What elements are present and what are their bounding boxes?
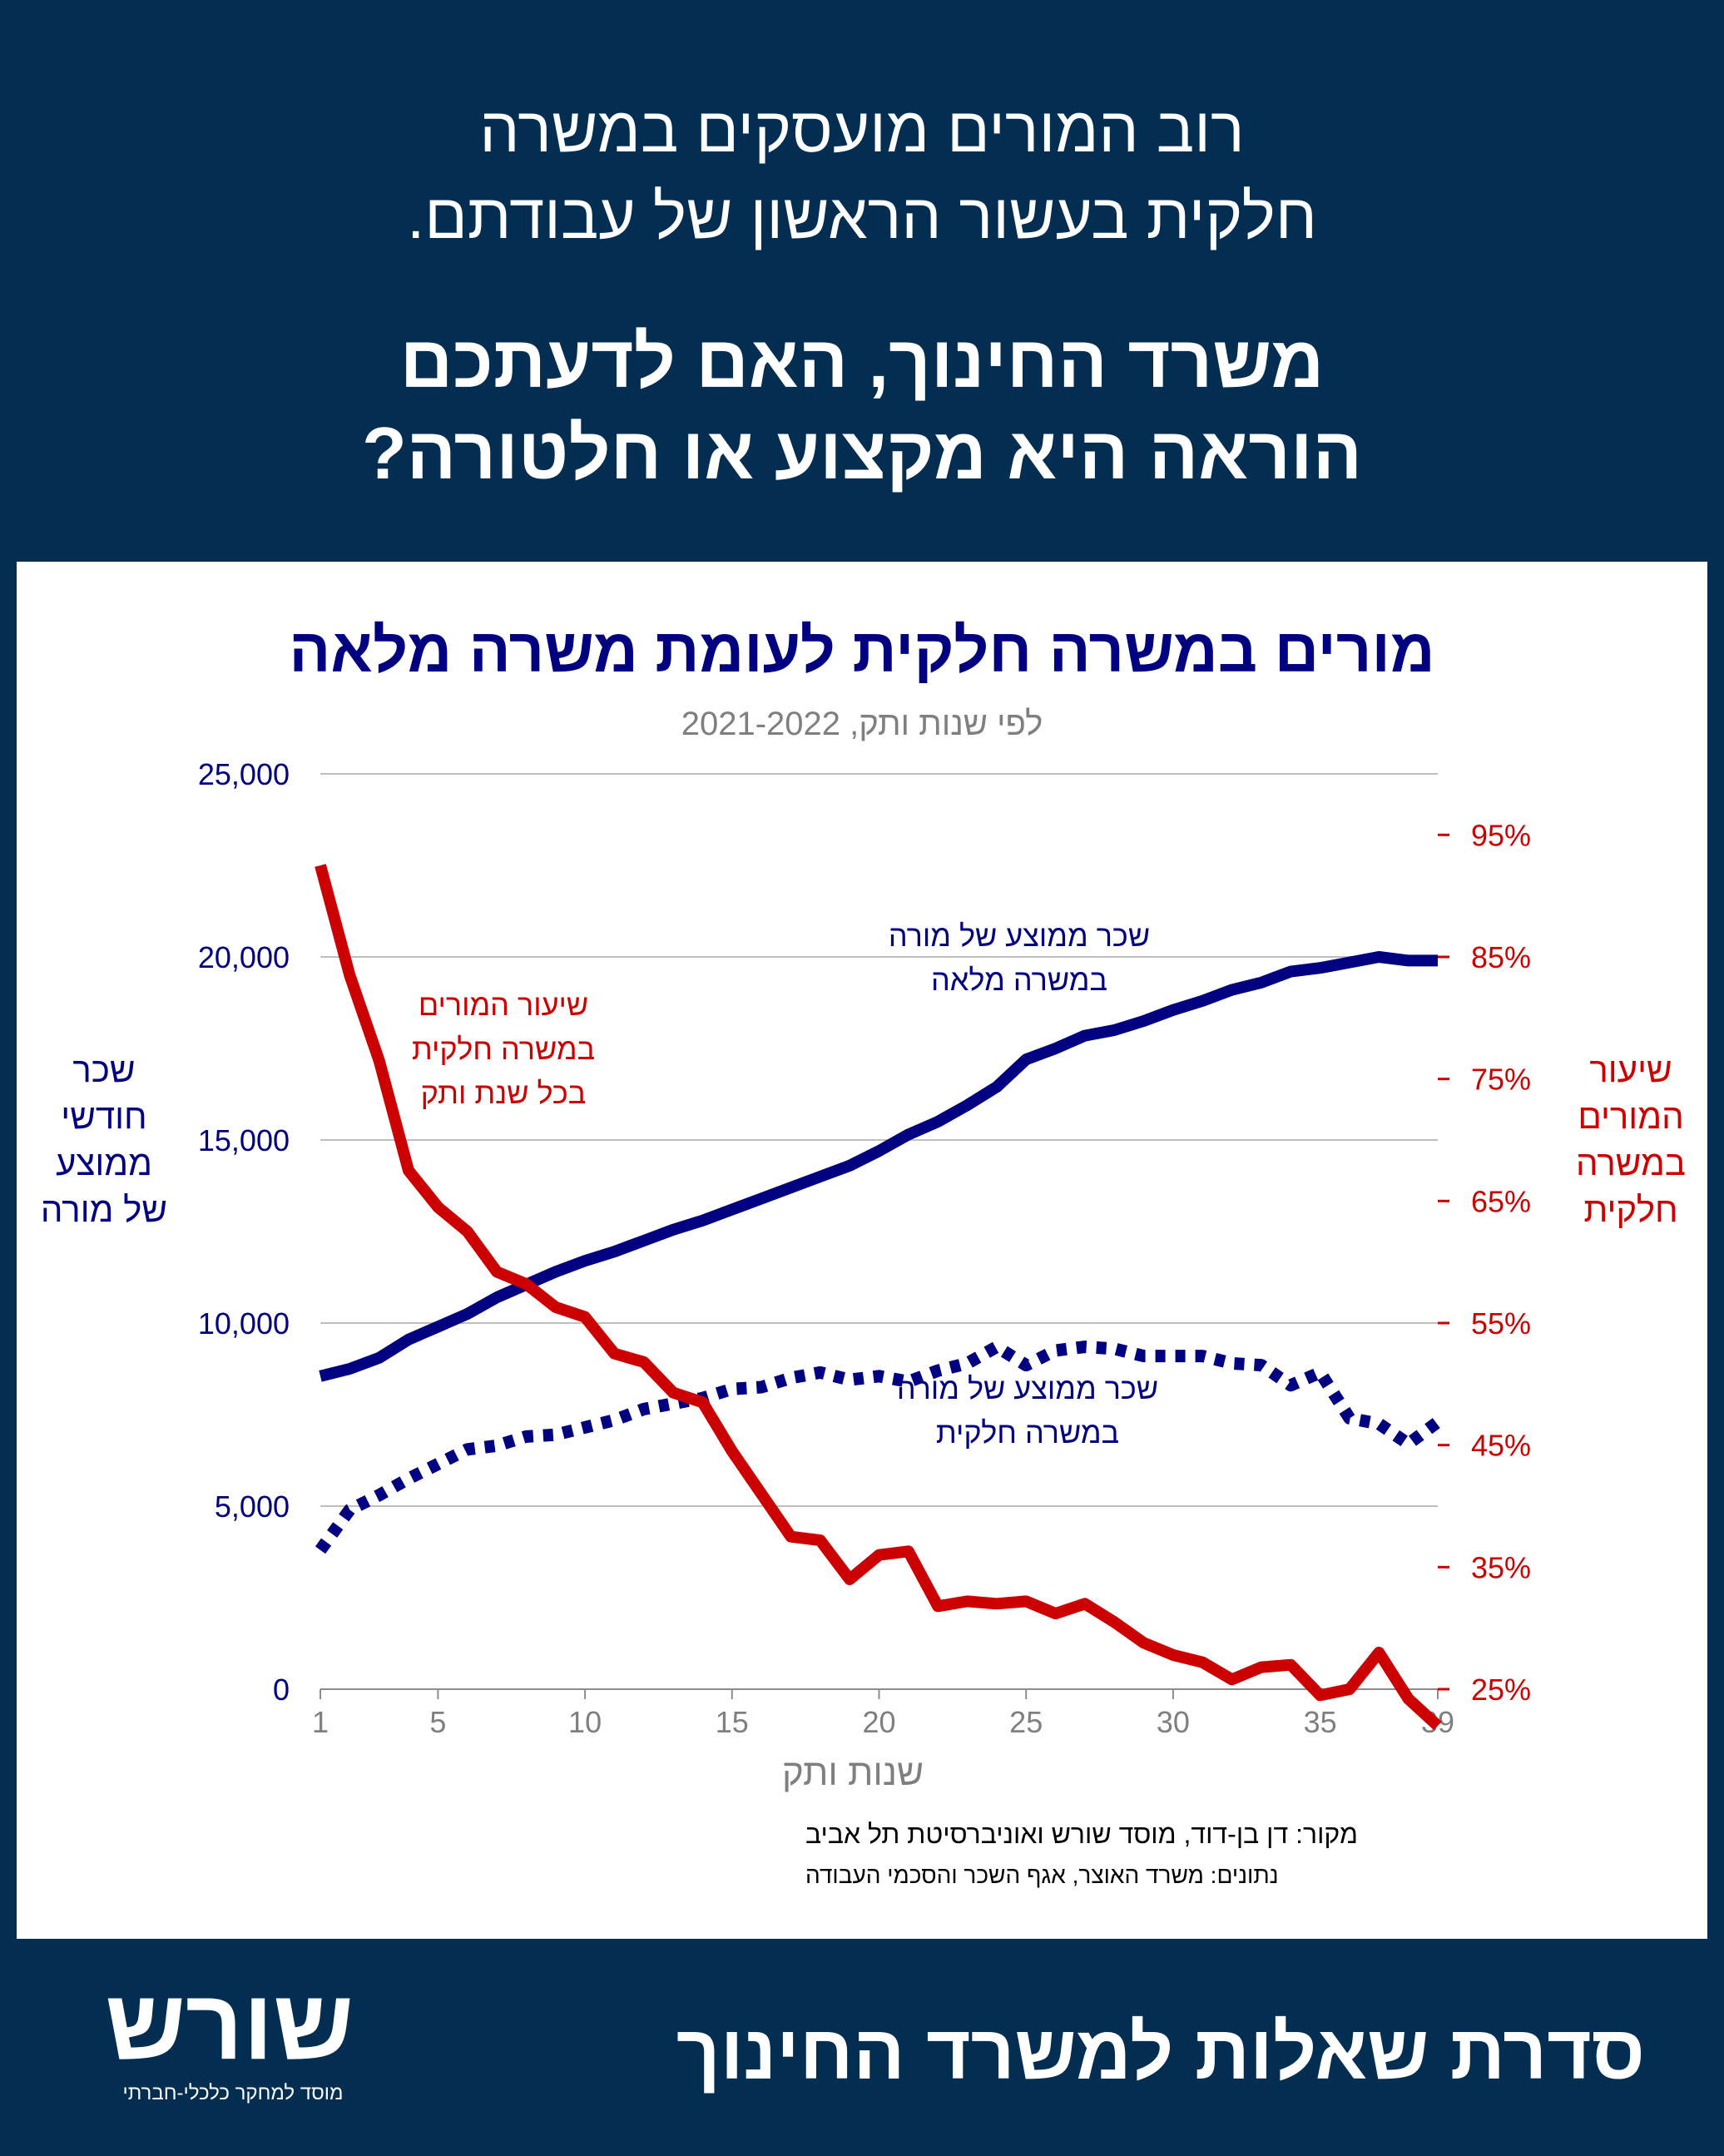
y-right-tick-label: 35% bbox=[1471, 1550, 1531, 1584]
y-right-axis-title-line: שיעור bbox=[1589, 1050, 1672, 1089]
y-left-axis-title-line: של מורה bbox=[41, 1190, 167, 1229]
logo: שורש bbox=[105, 1969, 354, 2080]
y-right-axis-title-line: המורים bbox=[1578, 1097, 1683, 1136]
series-title: סדרת שאלות למשרד החינוך bbox=[676, 2010, 1645, 2095]
y-left-tick-label: 25,000 bbox=[198, 757, 290, 791]
series-label-line: שכר ממוצע של מורה bbox=[897, 1371, 1158, 1405]
x-axis-title: שנות ותק bbox=[782, 1752, 924, 1793]
chart-title: מורים במשרה חלקית לעומת משרה מלאה bbox=[289, 616, 1434, 685]
series-label-line: שיעור המורים bbox=[419, 988, 588, 1022]
y-right-tick-label: 85% bbox=[1471, 940, 1531, 974]
y-right-tick-label: 45% bbox=[1471, 1429, 1531, 1463]
series-label-line: במשרה מלאה bbox=[931, 963, 1107, 997]
question-line-1: משרד החינוך, האם לדעתכם bbox=[399, 320, 1325, 403]
headline-line-1: רוב המורים מועסקים במשרה bbox=[479, 95, 1245, 166]
data-note: נתונים: משרד האוצר, אגף השכר והסכמי העבו… bbox=[805, 1862, 1279, 1888]
y-right-tick-label: 75% bbox=[1471, 1063, 1531, 1097]
logo-tagline: מוסד למחקר כלכלי-חברתי bbox=[122, 2082, 344, 2104]
series-label-line: במשרה חלקית bbox=[936, 1415, 1119, 1450]
series-part-time-share bbox=[315, 864, 1442, 1731]
x-tick-label: 1 bbox=[312, 1705, 329, 1739]
y-right-tick-label: 25% bbox=[1471, 1673, 1531, 1707]
chart-subtitle: לפי שנות ותק, 2021-2022 bbox=[681, 706, 1043, 742]
headline: רוב המורים מועסקים במשרה חלקית בעשור הרא… bbox=[0, 87, 1724, 260]
series-label-line: במשרה חלקית bbox=[412, 1032, 595, 1066]
y-left-axis-title-line: חודשי bbox=[61, 1097, 146, 1136]
x-tick-label: 35 bbox=[1304, 1705, 1337, 1739]
question-line-2: הוראה היא מקצוע או חלטורה? bbox=[361, 412, 1363, 494]
y-left-tick-label: 10,000 bbox=[198, 1306, 290, 1341]
y-right-tick-label: 65% bbox=[1471, 1184, 1531, 1218]
y-right-axis-title-line: חלקית bbox=[1583, 1190, 1677, 1229]
source-note: מקור: דן בן-דוד, מוסד שורש ואוניברסיטת ת… bbox=[805, 1819, 1358, 1849]
y-left-tick-label: 0 bbox=[273, 1673, 290, 1707]
y-right-axis-title-line: במשרה bbox=[1576, 1143, 1686, 1182]
x-tick-label: 30 bbox=[1157, 1705, 1190, 1739]
headline-line-2: חלקית בעשור הראשון של עבודתם. bbox=[407, 181, 1317, 252]
x-tick-label: 10 bbox=[568, 1705, 602, 1739]
y-left-tick-label: 20,000 bbox=[198, 940, 290, 974]
x-tick-label: 25 bbox=[1009, 1705, 1043, 1739]
series-part-time-salary bbox=[315, 1341, 1442, 1554]
chart-card: מורים במשרה חלקית לעומת משרה מלאה לפי שנו… bbox=[17, 562, 1707, 1939]
y-left-tick-label: 5,000 bbox=[215, 1489, 290, 1524]
y-right-tick-label: 55% bbox=[1471, 1306, 1531, 1341]
y-left-axis-title-line: ממוצע bbox=[56, 1143, 152, 1182]
x-tick-label: 5 bbox=[429, 1705, 446, 1739]
x-tick-label: 15 bbox=[716, 1705, 749, 1739]
series-full-time-salary bbox=[319, 951, 1438, 1382]
series-label-line: שכר ממוצע של מורה bbox=[889, 919, 1150, 953]
question: משרד החינוך, האם לדעתכם הוראה היא מקצוע … bbox=[0, 316, 1724, 499]
y-left-tick-label: 15,000 bbox=[198, 1123, 290, 1157]
chart: מורים במשרה חלקית לעומת משרה מלאה לפי שנו… bbox=[41, 616, 1686, 1888]
y-left-axis-title-line: שכר bbox=[72, 1050, 135, 1089]
y-right-tick-label: 95% bbox=[1471, 818, 1531, 852]
x-tick-label: 20 bbox=[862, 1705, 895, 1739]
series-label-line: בכל שנת ותק bbox=[421, 1076, 587, 1110]
